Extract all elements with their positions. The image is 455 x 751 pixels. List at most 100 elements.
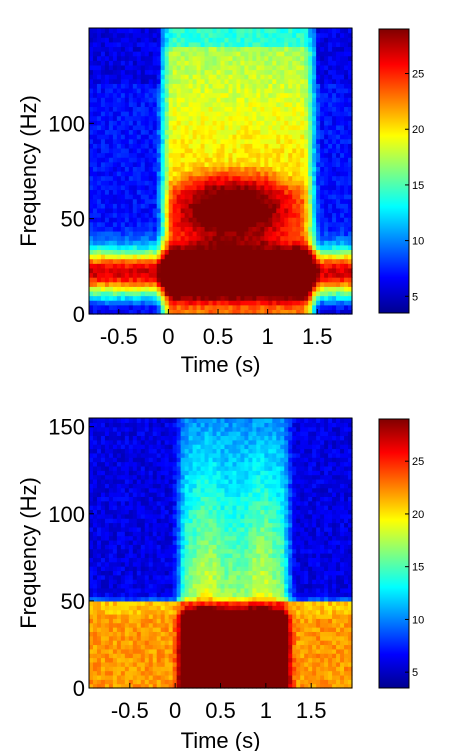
heatmap-cell	[208, 221, 214, 227]
heatmap-cell	[108, 300, 114, 306]
heatmap-cell	[252, 87, 257, 94]
heatmap-cell	[108, 526, 114, 532]
heatmap-cell	[160, 152, 166, 158]
heatmap-cell	[144, 32, 150, 38]
heatmap-cell	[264, 134, 269, 140]
heatmap-cell	[176, 157, 182, 163]
heatmap-cell	[232, 309, 238, 315]
heatmap-cell	[272, 55, 277, 61]
heatmap-cell	[168, 161, 174, 167]
heatmap-cell	[344, 240, 349, 246]
heatmap-cell	[132, 28, 138, 34]
heatmap-cell	[128, 579, 134, 585]
heatmap-cell	[240, 254, 245, 260]
heatmap-cell	[148, 272, 154, 278]
heatmap-cell	[116, 32, 122, 38]
heatmap-cell	[160, 134, 166, 140]
heatmap-cell	[244, 106, 249, 112]
heatmap-cell	[284, 60, 289, 66]
heatmap-cell	[152, 129, 158, 135]
heatmap-cell	[272, 217, 277, 223]
heatmap-cell	[224, 175, 230, 181]
heatmap-cell	[108, 566, 114, 572]
heatmap-cell	[132, 583, 138, 589]
heatmap-cell	[132, 505, 138, 511]
heatmap-cell	[252, 41, 257, 48]
heatmap-cell	[116, 267, 122, 274]
heatmap-cell	[96, 483, 102, 489]
heatmap-cell	[212, 157, 218, 163]
heatmap-cell	[276, 175, 281, 181]
heatmap-cell	[268, 267, 273, 274]
heatmap-cell	[140, 28, 146, 34]
heatmap-cell	[184, 55, 190, 61]
heatmap-cell	[348, 32, 353, 38]
heatmap-cell	[320, 180, 325, 186]
heatmap-cell	[304, 74, 309, 80]
heatmap-cell	[316, 134, 321, 140]
heatmap-cell	[144, 263, 150, 269]
heatmap-cell	[128, 304, 134, 310]
heatmap-cell	[144, 37, 150, 43]
heatmap-cell	[236, 244, 242, 251]
heatmap-cell	[304, 115, 309, 121]
heatmap-cell	[104, 474, 110, 480]
heatmap-cell	[120, 605, 126, 611]
heatmap-cell	[132, 452, 138, 458]
heatmap-cell	[124, 194, 130, 200]
heatmap-cell	[260, 106, 265, 112]
heatmap-cell	[92, 258, 98, 264]
heatmap-cell	[328, 134, 333, 140]
heatmap-cell	[148, 138, 154, 144]
heatmap-cell	[120, 544, 126, 550]
heatmap-cell	[208, 267, 214, 274]
heatmap-cell	[96, 207, 102, 214]
heatmap-cell	[212, 115, 218, 121]
heatmap-cell	[256, 194, 261, 200]
heatmap-cell	[312, 152, 317, 158]
heatmap-cell	[304, 304, 309, 310]
heatmap-cell	[292, 180, 297, 186]
heatmap-cell	[156, 147, 162, 154]
heatmap-cell	[268, 263, 273, 269]
heatmap-cell	[216, 166, 222, 172]
heatmap-cell	[308, 28, 313, 34]
heatmap-cell	[268, 300, 273, 306]
heatmap-cell	[100, 553, 106, 558]
heatmap-cell	[128, 46, 134, 52]
heatmap-cell	[160, 184, 166, 191]
heatmap-cell	[228, 295, 234, 301]
heatmap-cell	[100, 600, 106, 606]
heatmap-cell	[96, 254, 102, 260]
heatmap-cell	[104, 570, 110, 576]
heatmap-cell	[320, 161, 325, 167]
heatmap-cell	[104, 505, 110, 511]
heatmap-cell	[184, 194, 190, 200]
heatmap-cell	[92, 513, 98, 519]
heatmap-cell	[164, 28, 170, 34]
heatmap-cell	[228, 64, 234, 71]
heatmap-cell	[132, 605, 138, 611]
heatmap-cell	[104, 161, 110, 167]
heatmap-cell	[108, 500, 114, 506]
heatmap-cell	[288, 92, 293, 98]
heatmap-cell	[312, 304, 317, 310]
heatmap-cell	[140, 189, 146, 195]
heatmap-cell	[176, 277, 182, 283]
heatmap-cell	[124, 37, 130, 43]
heatmap-cell	[96, 666, 102, 672]
heatmap-cell	[240, 263, 245, 269]
heatmap-cell	[196, 64, 202, 71]
heatmap-cell	[140, 657, 146, 663]
heatmap-cell	[92, 272, 98, 278]
heatmap-cell	[176, 226, 182, 232]
heatmap-cell	[188, 194, 194, 200]
heatmap-cell	[112, 513, 118, 519]
heatmap-cell	[236, 198, 242, 204]
heatmap-cell	[228, 277, 234, 283]
heatmap-cell	[268, 92, 273, 98]
heatmap-cell	[112, 640, 118, 646]
heatmap-cell	[276, 87, 281, 94]
heatmap-cell	[176, 203, 182, 209]
heatmap-cell	[100, 635, 106, 641]
